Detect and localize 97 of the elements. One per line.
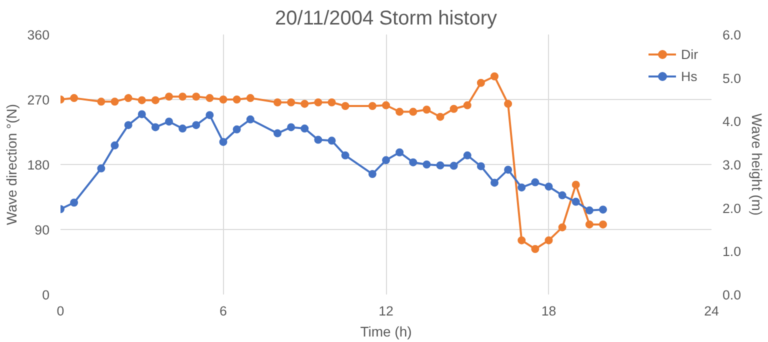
point [206,94,214,102]
point [192,92,200,101]
x-tick-label: 18 [541,304,556,318]
point [572,180,580,189]
point [219,138,228,146]
y-tick-label: 270 [27,92,50,108]
point [463,151,472,160]
point [246,94,254,102]
point [138,96,146,104]
point [436,112,444,121]
point [341,151,350,160]
point [192,121,200,130]
point [110,98,119,106]
y2-tick-label: 0.0 [722,288,742,302]
point [450,104,458,113]
point [287,123,296,132]
point [124,121,132,130]
point [585,206,594,214]
point [165,118,173,126]
y2-tick-label: 6.0 [722,28,742,42]
point [409,108,418,116]
chart-title: 20/11/2004 Storm history [275,8,497,30]
y2-tick-label: 3.0 [722,158,742,172]
point [328,98,336,106]
y-tick-label: 90 [34,222,50,238]
point [287,98,296,106]
point [274,129,282,138]
point [382,156,390,164]
point [314,98,322,106]
point [138,110,146,118]
point [232,96,241,104]
y2-tick-label: 5.0 [722,70,742,86]
y2-axis-title: Wave height (m) [749,113,766,216]
point [476,162,485,170]
point [599,206,607,214]
point [368,102,376,110]
legend-label: Dir [681,46,700,62]
point [124,94,132,102]
point [422,160,431,168]
point [314,136,322,144]
point [409,158,418,166]
point [70,94,78,102]
point [206,111,214,120]
point [490,72,498,80]
point [151,96,160,104]
point [178,124,187,133]
y2-tick-label: 1.0 [722,244,742,260]
point [531,245,540,253]
point [585,220,594,228]
point [544,182,553,191]
x-tick-label: 6 [220,304,227,318]
point [531,178,540,186]
point [504,166,512,174]
point [396,108,404,116]
point [382,101,390,110]
point [396,148,404,156]
x-tick-label: 0 [56,304,64,318]
point [558,191,566,200]
point [232,125,241,134]
point [70,198,78,207]
point [328,136,336,145]
y-tick-label: 360 [27,28,50,42]
point [97,164,106,172]
point [165,92,173,101]
point [518,183,526,192]
point [219,96,228,104]
point [300,124,309,133]
point [463,101,472,110]
point [300,100,309,108]
point [558,223,566,232]
point [436,161,444,170]
legend-label: Hs [681,68,698,84]
y-tick-label: 0 [42,288,50,302]
point [599,220,607,228]
point [110,141,119,150]
point [97,98,106,106]
y-tick-label: 180 [27,158,50,172]
point [544,236,553,244]
y2-tick-label: 2.0 [722,200,742,216]
point [504,100,512,108]
point [422,106,431,114]
point [450,162,458,170]
point [572,198,580,206]
y2-tick-label: 4.0 [722,114,742,130]
y-axis-title: Wave direction °(N) [3,104,20,225]
point [274,98,282,106]
point [151,123,160,132]
x-tick-label: 24 [704,304,720,318]
x-axis-title: Time (h) [360,324,412,340]
point [368,170,376,178]
point [178,92,187,101]
point [246,115,254,124]
point [341,102,350,110]
point [490,178,498,187]
point [518,236,526,244]
x-tick-label: 12 [378,304,394,318]
point [476,78,485,87]
